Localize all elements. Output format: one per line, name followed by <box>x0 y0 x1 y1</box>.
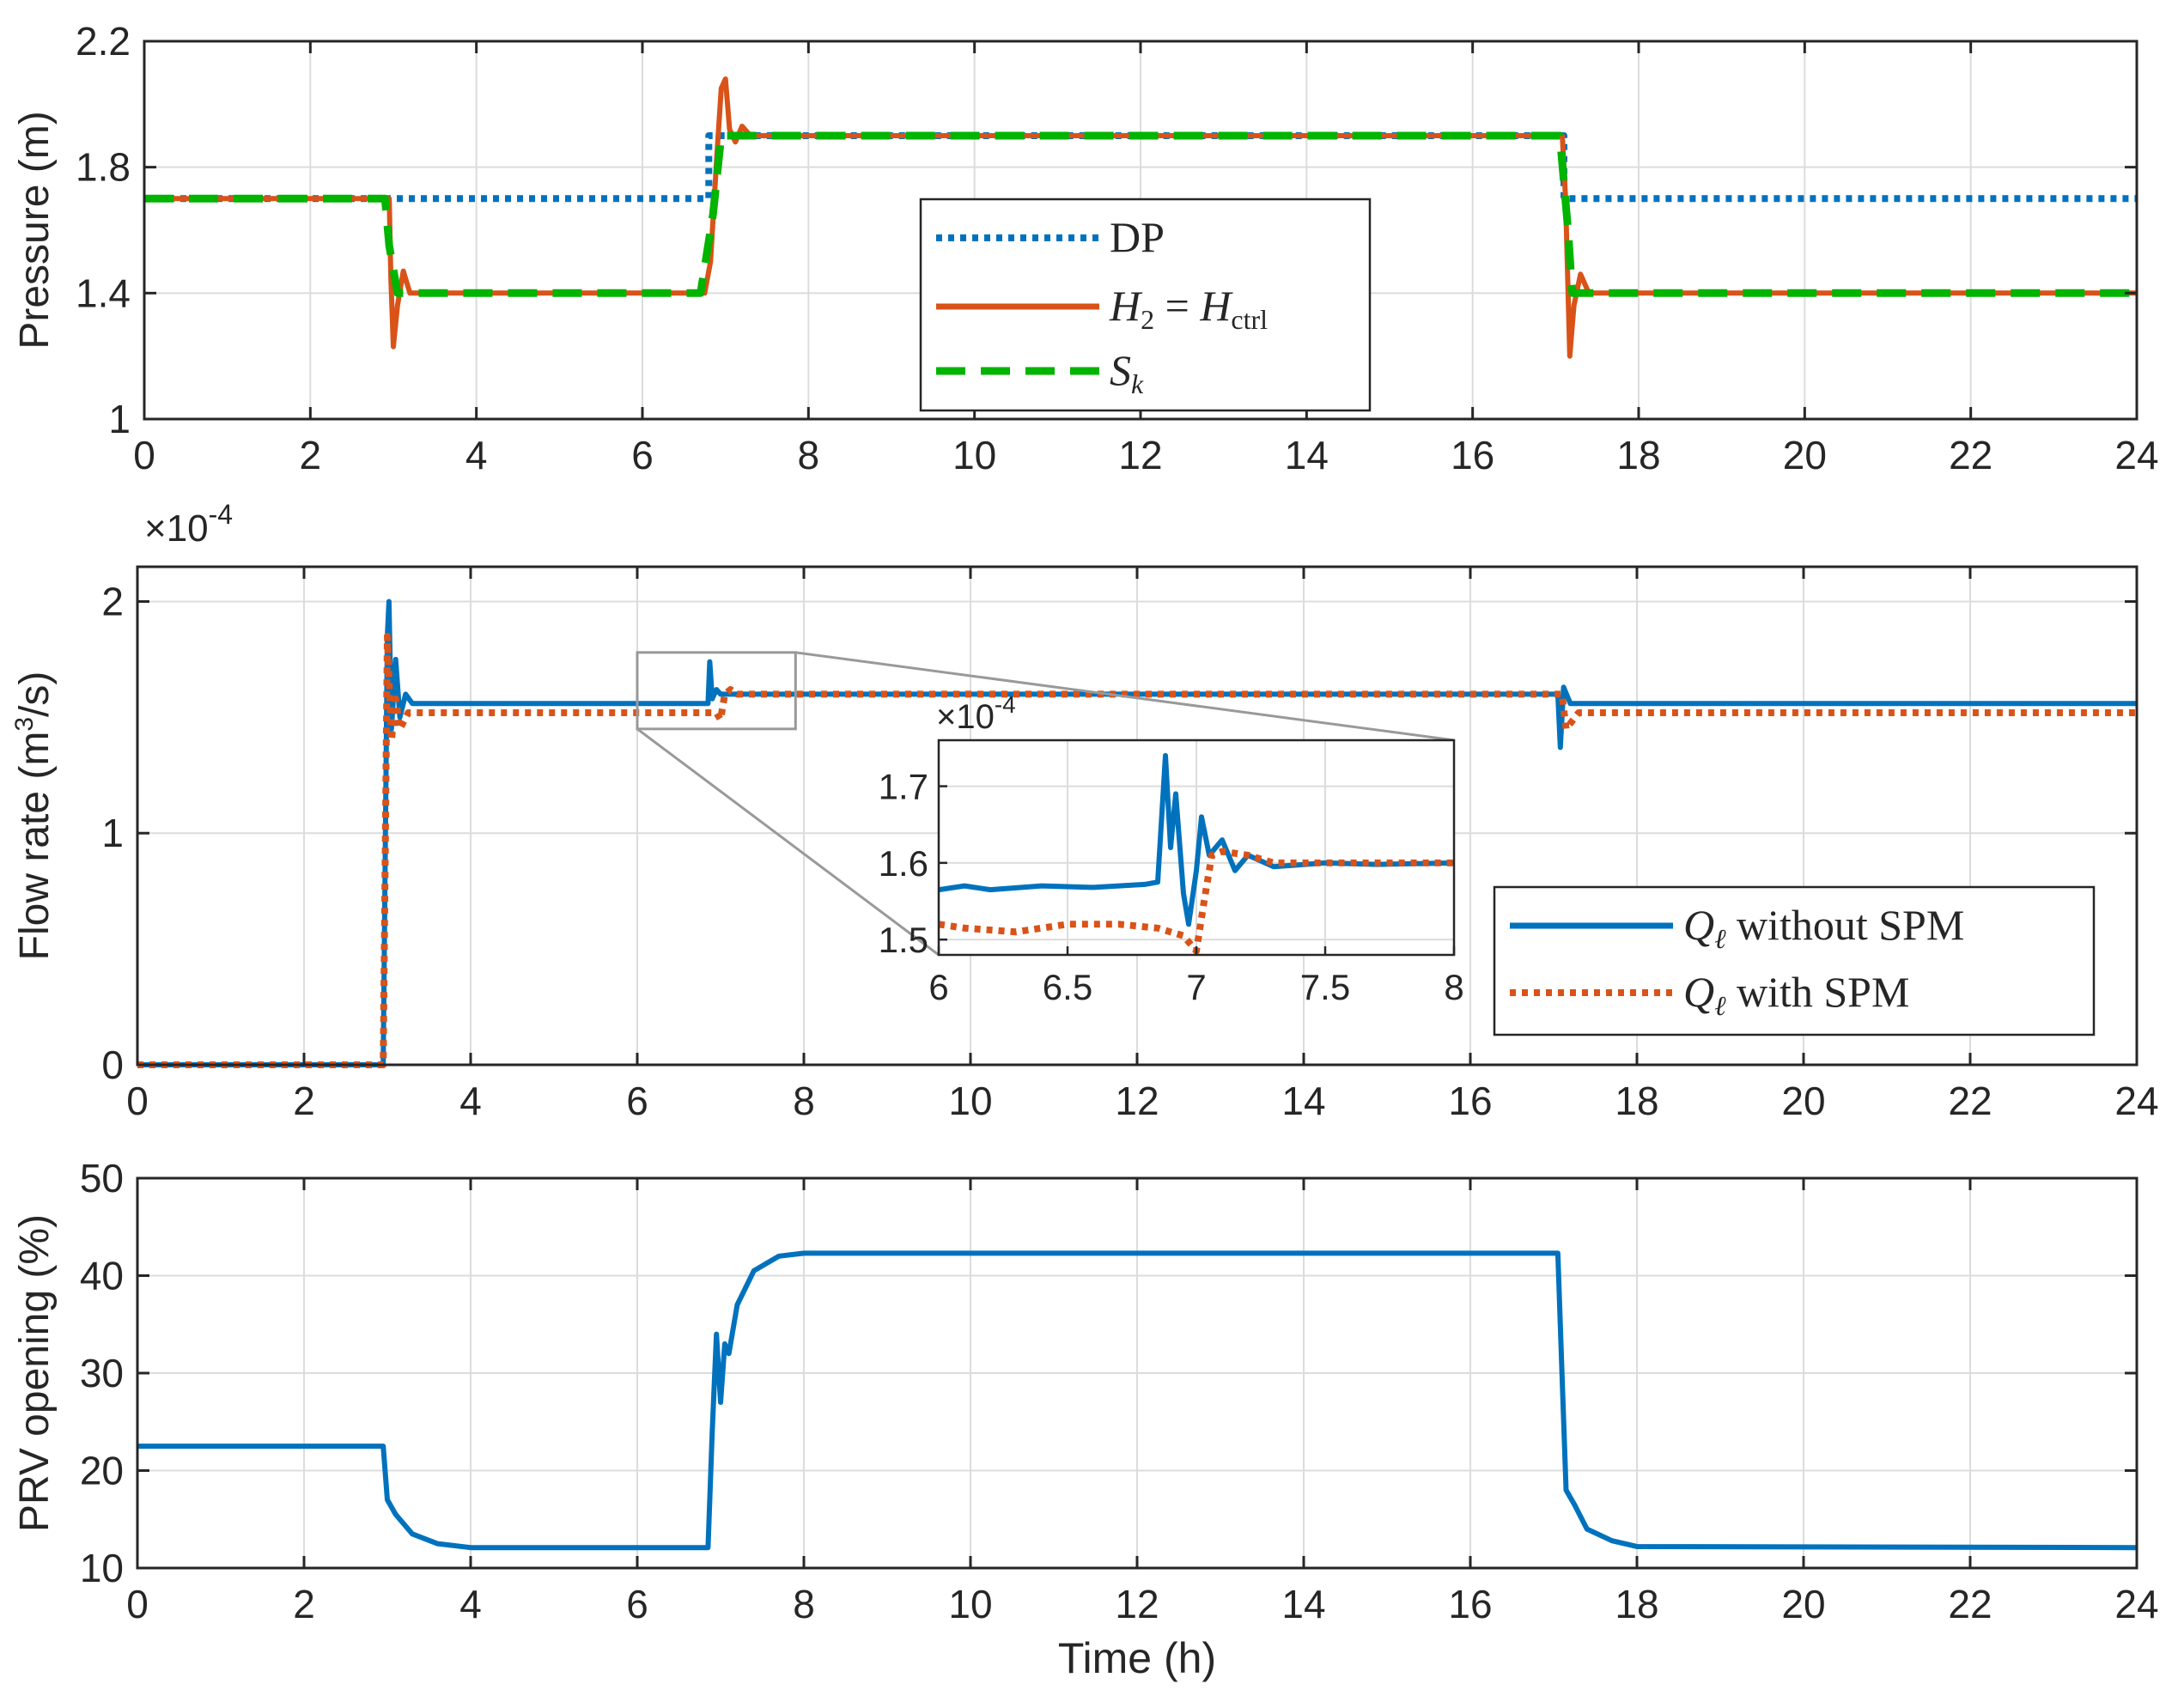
inset-ytick-label: 1.5 <box>879 920 928 960</box>
p1-xtick-label: 8 <box>798 433 820 477</box>
p3-xtick-label: 2 <box>293 1582 315 1626</box>
p2-series-line-0 <box>137 599 2137 1067</box>
p3-series-line-0 <box>137 1250 2138 1551</box>
p1-ytick-label: 2.2 <box>76 19 131 64</box>
p2-xtick-label: 10 <box>948 1079 992 1123</box>
inset-ytick-label: 1.6 <box>879 843 928 884</box>
p1-series-line-0 <box>144 132 2137 203</box>
p1-xtick-label: 0 <box>133 433 155 477</box>
p3-xtick-label: 24 <box>2114 1582 2158 1626</box>
p2-xtick-label: 4 <box>459 1079 482 1123</box>
flow-series <box>137 599 2137 1068</box>
p3-xtick-label: 10 <box>948 1582 992 1626</box>
p3-xtick-label: 16 <box>1448 1582 1492 1626</box>
p2-xtick-label: 16 <box>1448 1079 1492 1123</box>
pressure-legend: DP H2 = Hctrl Sk <box>919 198 1372 412</box>
p1-ytick-label: 1.8 <box>76 145 131 190</box>
p3-xtick-label: 20 <box>1781 1582 1825 1626</box>
inset-series-line-1 <box>939 848 1454 955</box>
p2-xtick-label: 8 <box>793 1079 815 1123</box>
p2-xtick-label: 22 <box>1948 1079 1992 1123</box>
p1-xtick-label: 2 <box>300 433 322 477</box>
p1-ytick-label: 1.4 <box>76 270 131 315</box>
p1-xtick-label: 24 <box>2114 433 2158 477</box>
p3-xtick-label: 22 <box>1948 1582 1992 1626</box>
p1-xtick-label: 18 <box>1616 433 1660 477</box>
p2-ytick-label: 1 <box>101 811 124 855</box>
inset-ticks: 6 6.5 7 7.5 8 1.5 1.6 1.7 <box>879 767 1464 1007</box>
flow-ylabel: Flow rate (m3/s) <box>10 672 58 961</box>
zoom-indicator <box>636 651 1455 957</box>
p1-series-line-1 <box>144 76 2137 359</box>
p2-xtick-label: 6 <box>626 1079 648 1123</box>
inset-xtick-label: 6 <box>928 967 948 1007</box>
legend-h2-label: H2 = Hctrl <box>1109 282 1268 335</box>
p3-ytick-label: 40 <box>80 1254 124 1298</box>
inset-xtick-label: 7 <box>1186 967 1206 1007</box>
p3-xtick-label: 8 <box>793 1582 815 1626</box>
p1-ytick-label: 1 <box>108 397 131 441</box>
time-xlabel: Time (h) <box>1058 1634 1216 1682</box>
inset-exponent: ×10-4 <box>936 691 1016 736</box>
zoom-box <box>636 651 797 731</box>
p1-xtick-label: 22 <box>1949 433 1993 477</box>
p3-xtick-label: 18 <box>1615 1582 1658 1626</box>
p2-xtick-label: 2 <box>293 1079 315 1123</box>
p3-ytick-label: 50 <box>80 1156 124 1200</box>
inset-series-line-0 <box>939 752 1454 927</box>
inset-ytick-label: 1.7 <box>879 767 928 807</box>
legend-sk-label: Sk <box>1110 346 1144 399</box>
p3-xtick-label: 14 <box>1281 1582 1325 1626</box>
prv-ylabel: PRV opening (%) <box>12 1214 58 1532</box>
p1-series-line-2 <box>144 131 2137 297</box>
p1-xtick-label: 4 <box>465 433 488 477</box>
inset-series <box>939 752 1454 955</box>
p1-xtick-label: 10 <box>952 433 996 477</box>
flow-legend: Qℓ without SPM Qℓ with SPM <box>1493 885 2096 1036</box>
p3-xtick-label: 6 <box>626 1582 648 1626</box>
inset-xtick-label: 7.5 <box>1300 967 1350 1007</box>
legend-q-with-label: Qℓ with SPM <box>1683 968 1909 1021</box>
zoom-connector-bottom <box>636 727 940 957</box>
p3-xtick-label: 12 <box>1115 1582 1159 1626</box>
p3-ytick-label: 30 <box>80 1351 124 1395</box>
p1-xtick-label: 6 <box>631 433 654 477</box>
prv-series <box>137 1250 2138 1551</box>
inset-xtick-label: 8 <box>1444 967 1463 1007</box>
flow-grid <box>137 567 2137 1065</box>
flow-inset: 6 6.5 7 7.5 8 1.5 1.6 1.7 ×10-4 <box>879 691 1464 1007</box>
p2-xtick-label: 14 <box>1281 1079 1325 1123</box>
p2-xtick-label: 20 <box>1781 1079 1825 1123</box>
inset-xtick-label: 6.5 <box>1043 967 1092 1007</box>
legend-q-without-label: Qℓ without SPM <box>1683 901 1964 954</box>
pressure-series <box>144 76 2137 359</box>
flow-exponent: ×10-4 <box>144 499 233 550</box>
p2-ytick-label: 0 <box>101 1042 124 1087</box>
zoom-connector-top <box>795 651 1455 742</box>
p1-xtick-label: 20 <box>1783 433 1827 477</box>
p2-xtick-label: 0 <box>126 1079 149 1123</box>
p3-ytick-label: 20 <box>80 1449 124 1493</box>
p3-xtick-label: 0 <box>126 1582 149 1626</box>
p1-xtick-label: 14 <box>1285 433 1329 477</box>
p2-xtick-label: 18 <box>1615 1079 1658 1123</box>
p2-series-line-1 <box>137 632 2137 1068</box>
p2-xtick-label: 12 <box>1115 1079 1159 1123</box>
p1-xtick-label: 12 <box>1118 433 1162 477</box>
p1-xtick-label: 16 <box>1451 433 1494 477</box>
p2-xtick-label: 24 <box>2114 1079 2158 1123</box>
prv-grid <box>137 1178 2137 1568</box>
p3-ytick-label: 10 <box>80 1546 124 1590</box>
p2-ytick-label: 2 <box>101 579 124 623</box>
p3-xtick-label: 4 <box>459 1582 482 1626</box>
pressure-ylabel: Pressure (m) <box>12 111 58 349</box>
legend-dp-label: DP <box>1110 213 1165 261</box>
